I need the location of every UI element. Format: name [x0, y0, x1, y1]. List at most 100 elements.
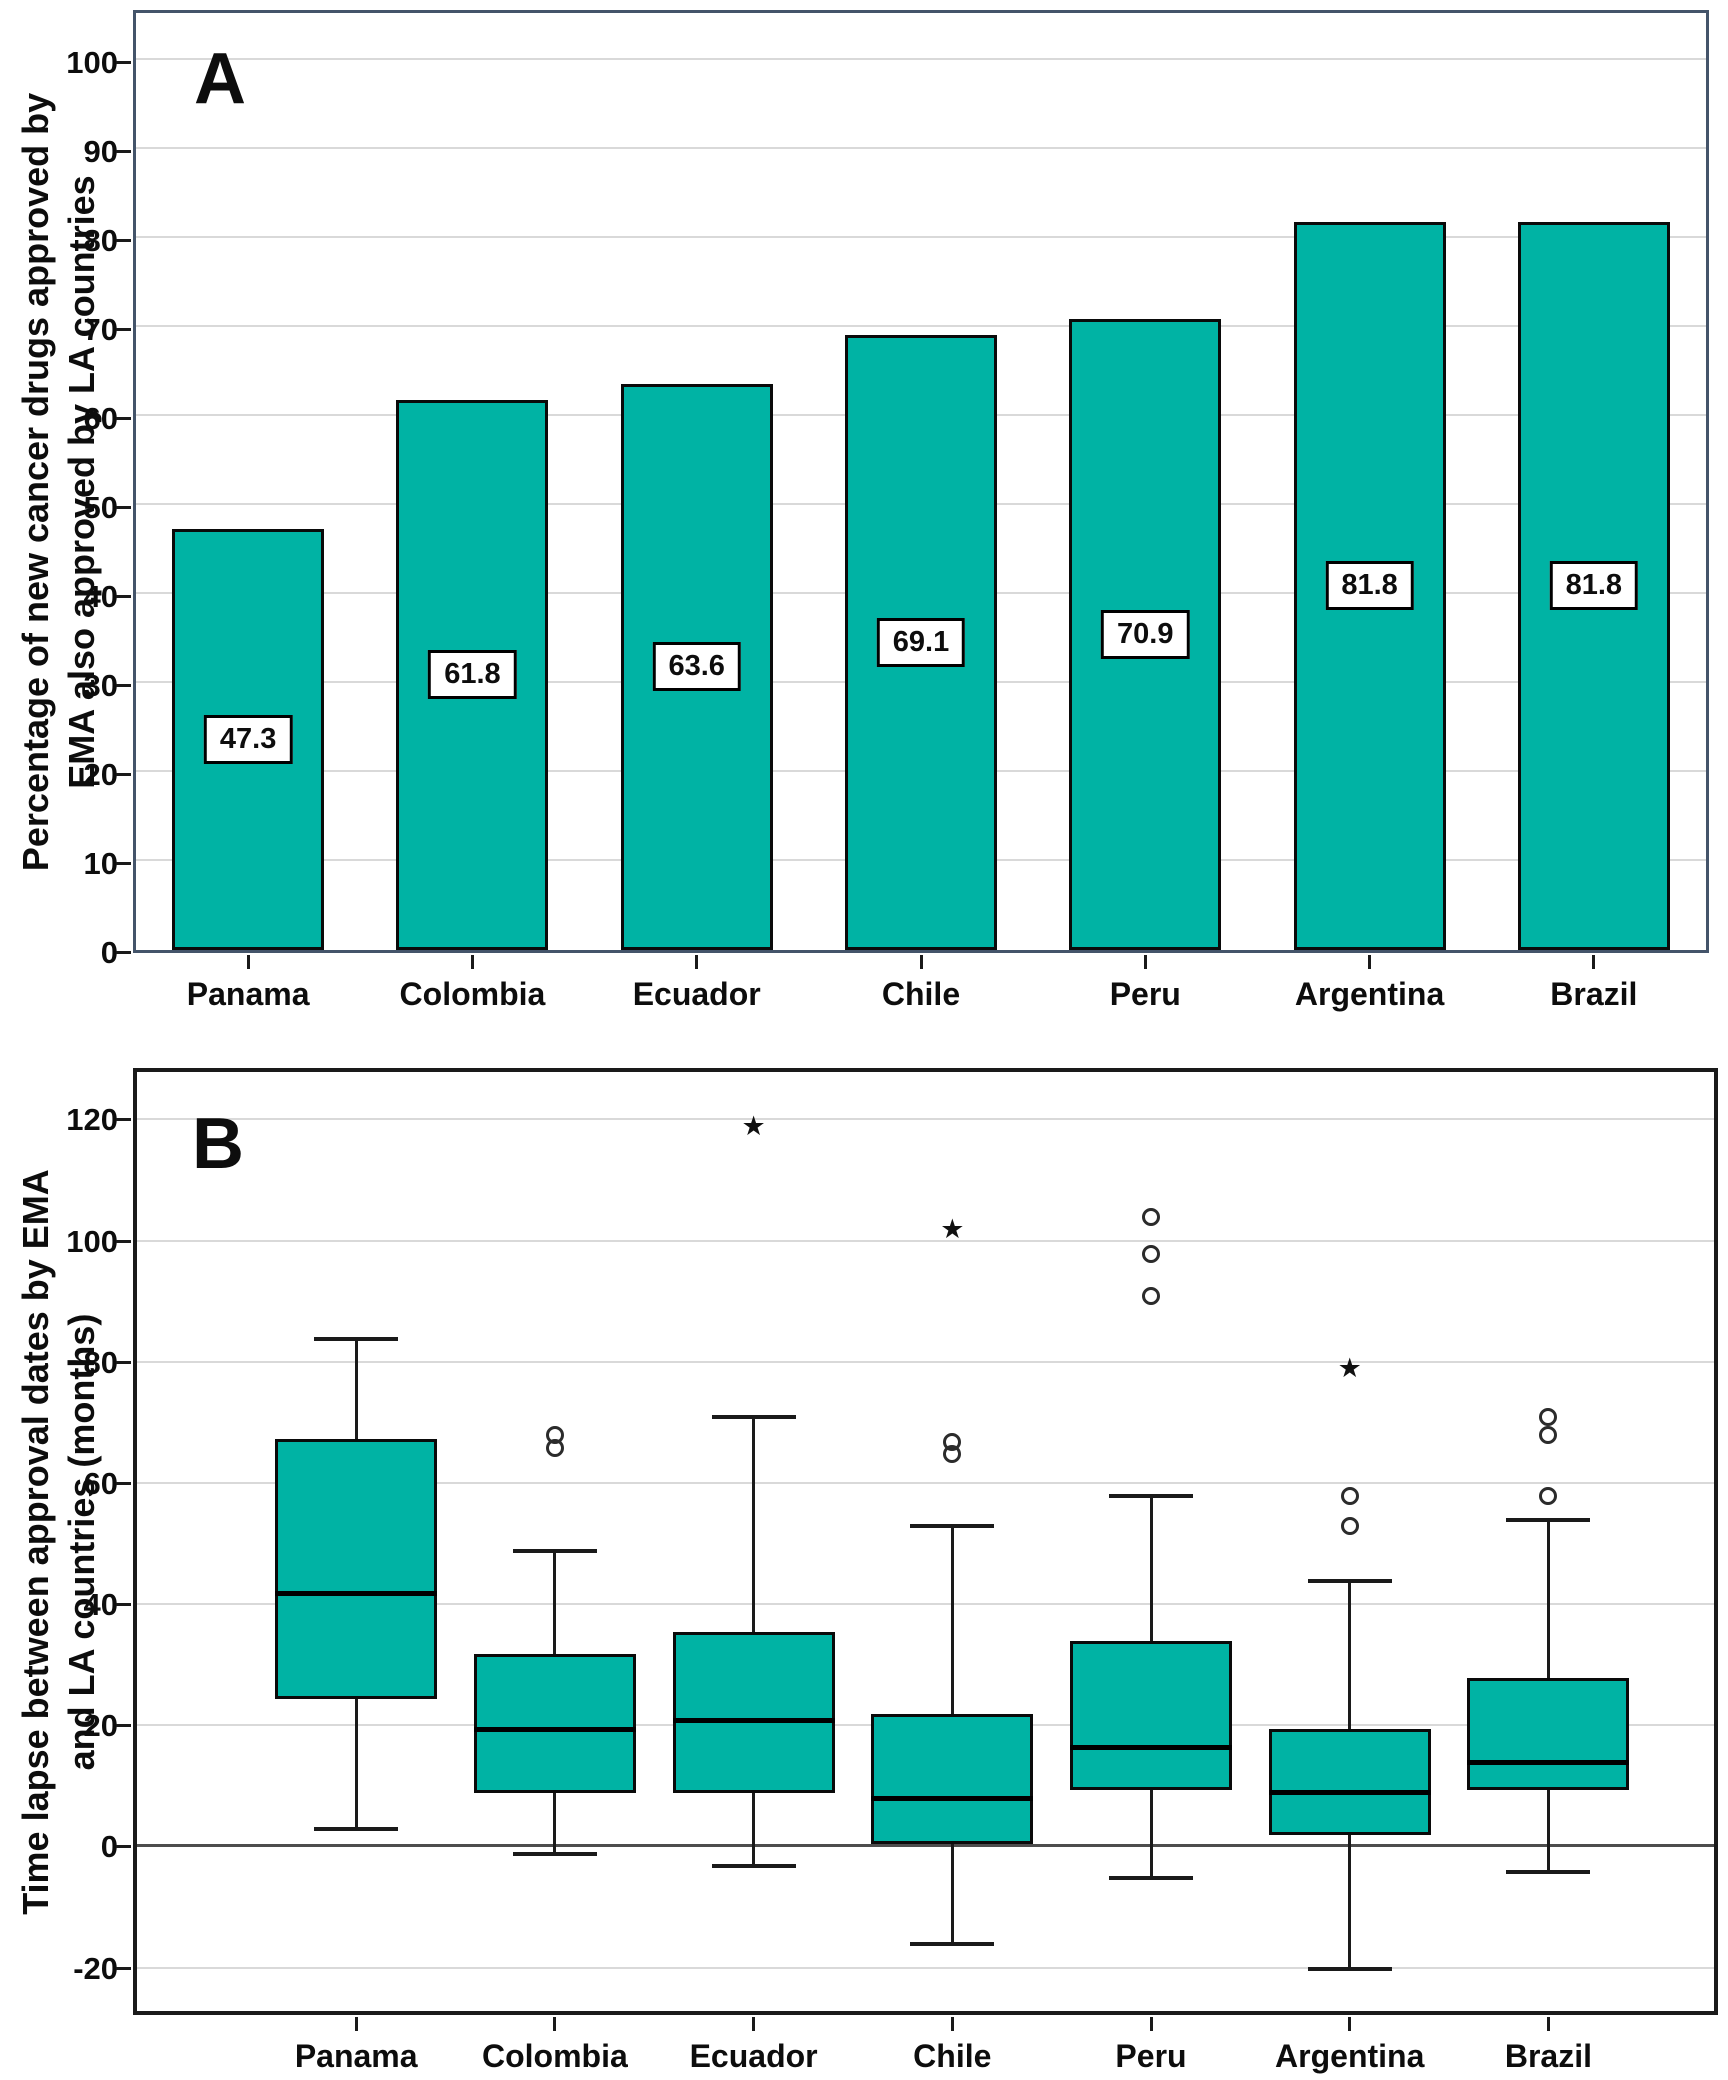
panel-a-xtick-panama	[246, 955, 250, 969]
panel-a-xlabel-ecuador: Ecuador	[632, 976, 761, 1012]
median-brazil	[1467, 1760, 1630, 1766]
panel-b-ytick-mark--20	[116, 1966, 131, 1970]
gridline-b-80	[137, 1360, 1714, 1363]
whisker-upper-argentina	[1348, 1580, 1352, 1730]
panel-a-y-axis-title-line1: Percentage of new cancer drugs approved …	[15, 92, 56, 871]
panel-a-ytick-40: 40	[83, 579, 118, 615]
zero-line	[137, 1844, 1714, 1848]
panel-b-xtick-chile	[950, 2017, 954, 2031]
outlier-star-ecuador-0: ★	[741, 1110, 766, 1141]
outlier-circle-argentina-0	[1340, 1487, 1359, 1506]
panel-b-ytick--20: -20	[73, 1950, 118, 1986]
gridline-b-60	[137, 1481, 1714, 1484]
box-chile	[871, 1714, 1034, 1845]
panel-a-ytick-mark-50	[116, 506, 131, 510]
panel-a-xlabel-panama: Panama	[186, 976, 310, 1012]
panel-b-xtick-panama	[354, 2017, 358, 2031]
panel-b-xlabel-peru: Peru	[1115, 2038, 1187, 2074]
box-ecuador	[672, 1632, 835, 1793]
outlier-circle-peru-0	[1142, 1208, 1160, 1227]
gridline-b-40	[137, 1603, 1714, 1606]
bar-value-label-ecuador: 63.6	[652, 642, 741, 692]
panel-a-ytick-80: 80	[83, 223, 118, 259]
panel-b-ytick-mark-100	[116, 1239, 131, 1243]
gridline-a-100	[136, 58, 1706, 61]
whisker-lower-chile	[950, 1844, 954, 1945]
panel-b-plot-area: B ★ ★ ★	[133, 1068, 1718, 2015]
panel-a-xtick-ecuador	[695, 955, 699, 969]
panel-a-xtick-colombia	[470, 955, 474, 969]
whisker-cap-upper-panama	[314, 1336, 399, 1341]
whisker-cap-upper-colombia	[512, 1548, 597, 1553]
whisker-cap-upper-ecuador	[711, 1415, 796, 1420]
panel-a-ytick-90: 90	[83, 134, 118, 170]
panel-a-ytick-mark-20	[116, 773, 131, 777]
panel-b-y-axis-title-line1: Time lapse between approval dates by EMA	[15, 1168, 57, 1915]
whisker-lower-colombia	[553, 1792, 557, 1854]
panel-a-ytick-0: 0	[100, 935, 118, 970]
box-argentina	[1268, 1729, 1431, 1836]
panel-a-xtick-brazil	[1592, 955, 1596, 969]
whisker-upper-colombia	[553, 1550, 557, 1654]
panel-a-xtick-peru	[1143, 955, 1147, 969]
outlier-star-argentina-0: ★	[1337, 1352, 1362, 1383]
panel-a-label: A	[194, 39, 246, 119]
panel-a-ytick-mark-80	[116, 239, 131, 243]
whisker-cap-lower-ecuador	[711, 1863, 796, 1868]
panel-b-ytick-mark-80	[116, 1360, 131, 1364]
panel-a-xtick-argentina	[1368, 955, 1372, 969]
outlier-circle-peru-2	[1142, 1287, 1160, 1306]
panel-b-ytick-mark-0	[116, 1845, 131, 1849]
median-argentina	[1268, 1790, 1431, 1796]
bar-value-label-argentina: 81.8	[1325, 561, 1414, 611]
panel-b-xlabel-argentina: Argentina	[1275, 2038, 1425, 2074]
panel-a-xlabel-chile: Chile	[881, 976, 961, 1012]
median-peru	[1070, 1744, 1232, 1750]
bar-value-label-colombia: 61.8	[428, 650, 517, 700]
panel-a-plot-area: A 47.3 61.8 63.6 69.1 70.9 81.8 81.8	[133, 10, 1709, 953]
panel-b-ytick-80: 80	[83, 1344, 118, 1380]
panel-a-ytick-mark-30	[116, 684, 131, 688]
median-chile	[871, 1796, 1034, 1802]
outlier-circle-brazil-0	[1539, 1408, 1558, 1427]
panel-b-ytick-mark-20	[116, 1724, 131, 1728]
box-brazil	[1467, 1677, 1630, 1790]
gridline-b-100	[137, 1239, 1714, 1242]
whisker-lower-peru	[1149, 1789, 1153, 1878]
box-colombia	[473, 1653, 636, 1793]
panel-a-ytick-60: 60	[83, 401, 118, 437]
whisker-cap-lower-argentina	[1307, 1966, 1392, 1971]
bar-value-label-brazil: 81.8	[1549, 561, 1639, 611]
panel-b-ytick-mark-60	[116, 1481, 131, 1485]
bar-value-label-chile: 69.1	[876, 617, 966, 667]
gridline-a-90	[136, 147, 1706, 150]
panel-a-ytick-mark-10	[116, 862, 131, 866]
panel-a-ytick-mark-70	[116, 328, 131, 332]
outlier-circle-brazil-1	[1539, 1426, 1558, 1445]
whisker-upper-chile	[950, 1526, 954, 1715]
whisker-lower-brazil	[1546, 1789, 1550, 1872]
panel-a-ytick-20: 20	[83, 757, 118, 793]
outlier-circle-peru-1	[1142, 1244, 1160, 1263]
panel-b-xlabel-chile: Chile	[913, 2038, 992, 2074]
panel-b-xtick-brazil	[1546, 2017, 1550, 2031]
whisker-upper-ecuador	[752, 1417, 756, 1633]
outlier-circle-chile-1	[943, 1444, 962, 1463]
median-ecuador	[672, 1717, 835, 1723]
panel-a-xlabel-peru: Peru	[1109, 976, 1181, 1012]
whisker-cap-lower-colombia	[512, 1851, 597, 1856]
whisker-cap-lower-peru	[1109, 1875, 1193, 1880]
panel-a-ytick-mark-0	[116, 951, 131, 954]
panel-a-xlabel-argentina: Argentina	[1294, 976, 1445, 1012]
gridline-b-120	[137, 1118, 1714, 1121]
outlier-circle-brazil-2	[1539, 1487, 1558, 1506]
panel-a-ytick-mark-40	[116, 595, 131, 599]
whisker-cap-upper-brazil	[1506, 1518, 1591, 1523]
panel-a-ytick-mark-60	[116, 417, 131, 421]
panel-a-ytick-10: 10	[83, 846, 118, 882]
panel-b-ytick-mark-120	[116, 1118, 131, 1122]
panel-b-y-axis-title-line2: and LA countries (months)	[61, 1313, 103, 1770]
whisker-upper-panama	[354, 1338, 358, 1439]
panel-b-label: B	[192, 1104, 244, 1184]
